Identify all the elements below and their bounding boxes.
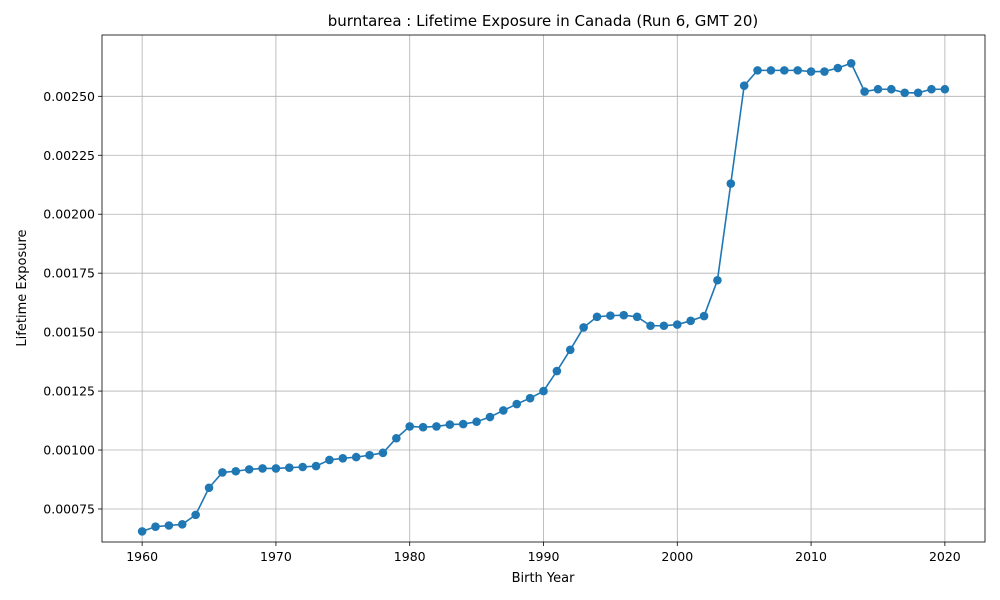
data-point <box>311 461 321 471</box>
data-point <box>151 522 160 531</box>
y-axis: 0.00075 0.00100 0.00125 0.00150 0.00175 0.002… <box>43 89 102 516</box>
data-point <box>244 465 254 474</box>
data-point <box>338 453 348 463</box>
data-point <box>913 88 923 98</box>
data-point <box>565 345 575 355</box>
data-point <box>726 179 736 188</box>
data-point <box>793 66 802 75</box>
data-point <box>846 58 856 68</box>
data-point <box>820 67 829 76</box>
data-point <box>365 450 374 460</box>
x-axis-label: Birth Year <box>512 571 576 586</box>
data-point <box>659 321 669 331</box>
data-point <box>766 66 776 75</box>
data-point <box>552 366 562 376</box>
y-tick-label: 0.00225 <box>43 148 95 163</box>
data-point <box>137 527 147 536</box>
data-point <box>512 399 522 409</box>
data-point <box>472 417 481 427</box>
data-point <box>231 466 241 476</box>
data-point <box>873 84 883 94</box>
data-point <box>606 311 615 320</box>
data-point <box>833 63 843 73</box>
data-point <box>699 311 709 321</box>
data-point <box>218 468 227 477</box>
data-point <box>806 67 816 76</box>
grid-lines <box>102 35 985 542</box>
data-point <box>164 521 174 530</box>
data-point <box>445 420 455 429</box>
data-point <box>579 323 588 332</box>
data-point <box>646 321 655 331</box>
data-point <box>285 463 294 473</box>
data-point <box>485 412 495 422</box>
data-point <box>739 81 749 90</box>
chart-title: burntarea : Lifetime Exposure in Canada … <box>328 12 758 30</box>
y-tick-label: 0.00175 <box>43 266 95 281</box>
data-point <box>860 87 869 96</box>
y-tick-label: 0.00100 <box>43 443 95 458</box>
data-point <box>632 312 642 322</box>
data-point <box>298 462 307 472</box>
y-tick-label: 0.00125 <box>43 384 95 399</box>
data-point <box>927 84 936 94</box>
y-tick-label: 0.00250 <box>43 89 95 104</box>
data-point <box>325 455 334 465</box>
data-point <box>418 422 428 432</box>
data-point <box>351 452 361 462</box>
x-axis: 1960 1970 1980 1990 2000 2010 2020 <box>126 542 961 564</box>
data-point <box>592 312 602 322</box>
x-tick-label: 1990 <box>528 549 560 564</box>
data-point <box>191 510 200 520</box>
data-point <box>713 275 722 285</box>
data-point <box>900 88 910 98</box>
series-group <box>137 58 950 536</box>
data-point <box>753 66 762 75</box>
y-tick-label: 0.00150 <box>43 325 95 340</box>
data-point <box>271 464 281 473</box>
data-point <box>525 393 535 403</box>
data-point <box>672 320 682 329</box>
x-tick-label: 2020 <box>929 549 961 564</box>
data-point <box>780 66 789 75</box>
data-point <box>458 419 468 429</box>
data-point <box>204 483 214 493</box>
data-point <box>686 316 695 326</box>
y-tick-label: 0.00200 <box>43 207 95 222</box>
x-tick-label: 2010 <box>795 549 827 564</box>
data-point <box>539 386 548 396</box>
data-point <box>392 433 401 443</box>
x-tick-label: 2000 <box>661 549 693 564</box>
y-axis-label: Lifetime Exposure <box>15 229 30 346</box>
data-point <box>258 464 267 473</box>
data-point <box>378 448 388 458</box>
data-point <box>940 84 950 94</box>
x-tick-label: 1980 <box>394 549 426 564</box>
data-point <box>499 406 508 415</box>
data-point <box>887 84 896 94</box>
data-point <box>405 422 415 431</box>
x-tick-label: 1970 <box>260 549 292 564</box>
y-tick-label: 0.00075 <box>43 501 95 516</box>
x-tick-label: 1960 <box>126 549 158 564</box>
data-point <box>619 310 629 320</box>
data-point <box>432 422 441 431</box>
data-point <box>177 520 187 529</box>
